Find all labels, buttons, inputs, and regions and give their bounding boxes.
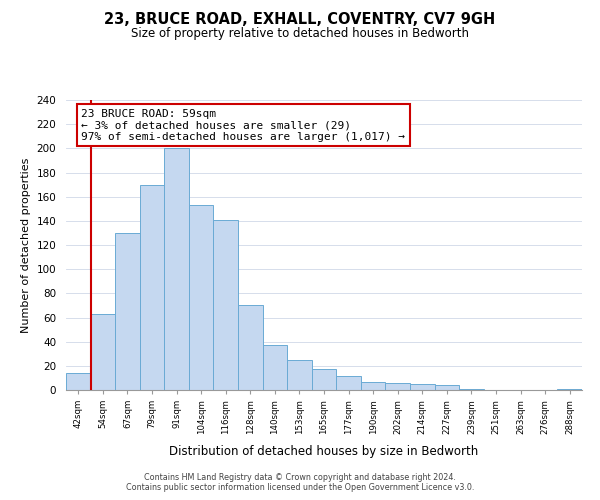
Bar	[164, 148, 189, 390]
Bar	[336, 376, 361, 390]
X-axis label: Distribution of detached houses by size in Bedworth: Distribution of detached houses by size …	[169, 445, 479, 458]
Bar	[287, 360, 312, 390]
Bar	[214, 220, 238, 390]
Bar	[434, 385, 459, 390]
Text: Contains public sector information licensed under the Open Government Licence v3: Contains public sector information licen…	[126, 482, 474, 492]
Bar	[91, 314, 115, 390]
Text: Size of property relative to detached houses in Bedworth: Size of property relative to detached ho…	[131, 28, 469, 40]
Bar	[140, 184, 164, 390]
Bar	[189, 205, 214, 390]
Bar	[66, 373, 91, 390]
Text: 23 BRUCE ROAD: 59sqm
← 3% of detached houses are smaller (29)
97% of semi-detach: 23 BRUCE ROAD: 59sqm ← 3% of detached ho…	[82, 108, 406, 142]
Text: Contains HM Land Registry data © Crown copyright and database right 2024.: Contains HM Land Registry data © Crown c…	[144, 472, 456, 482]
Bar	[410, 384, 434, 390]
Bar	[312, 370, 336, 390]
Text: 23, BRUCE ROAD, EXHALL, COVENTRY, CV7 9GH: 23, BRUCE ROAD, EXHALL, COVENTRY, CV7 9G…	[104, 12, 496, 28]
Bar	[557, 389, 582, 390]
Bar	[238, 306, 263, 390]
Bar	[263, 346, 287, 390]
Bar	[361, 382, 385, 390]
Bar	[115, 233, 140, 390]
Bar	[459, 389, 484, 390]
Bar	[385, 383, 410, 390]
Y-axis label: Number of detached properties: Number of detached properties	[21, 158, 31, 332]
